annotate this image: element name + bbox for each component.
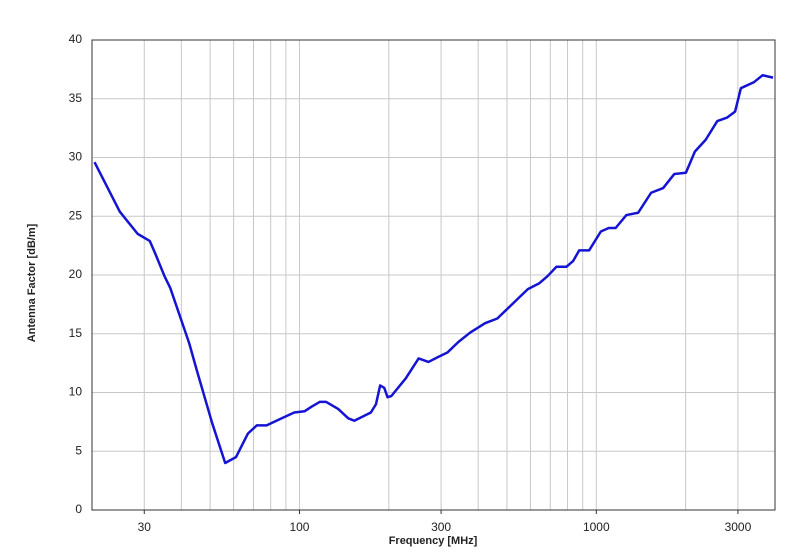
x-tick-label: 100 bbox=[289, 520, 309, 534]
y-tick-label: 40 bbox=[69, 32, 83, 46]
x-tick-label: 30 bbox=[138, 520, 152, 534]
x-tick-label: 1000 bbox=[583, 520, 610, 534]
y-tick-label: 35 bbox=[69, 91, 83, 105]
y-tick-label: 0 bbox=[75, 502, 82, 516]
y-tick-label: 30 bbox=[69, 150, 83, 164]
x-tick-label: 3000 bbox=[725, 520, 752, 534]
plot-frame bbox=[91, 39, 776, 511]
y-tick-label: 25 bbox=[69, 208, 83, 222]
y-tick-label: 15 bbox=[69, 326, 83, 340]
x-axis-title: Frequency [MHz] bbox=[389, 535, 478, 547]
data-line bbox=[93, 74, 774, 465]
y-tick-label: 5 bbox=[75, 443, 82, 457]
y-tick-label: 20 bbox=[69, 267, 83, 281]
y-axis-title: Antenna Factor [dB/m] bbox=[26, 223, 38, 342]
x-tick-label: 300 bbox=[431, 520, 451, 534]
y-tick-label: 10 bbox=[69, 385, 83, 399]
